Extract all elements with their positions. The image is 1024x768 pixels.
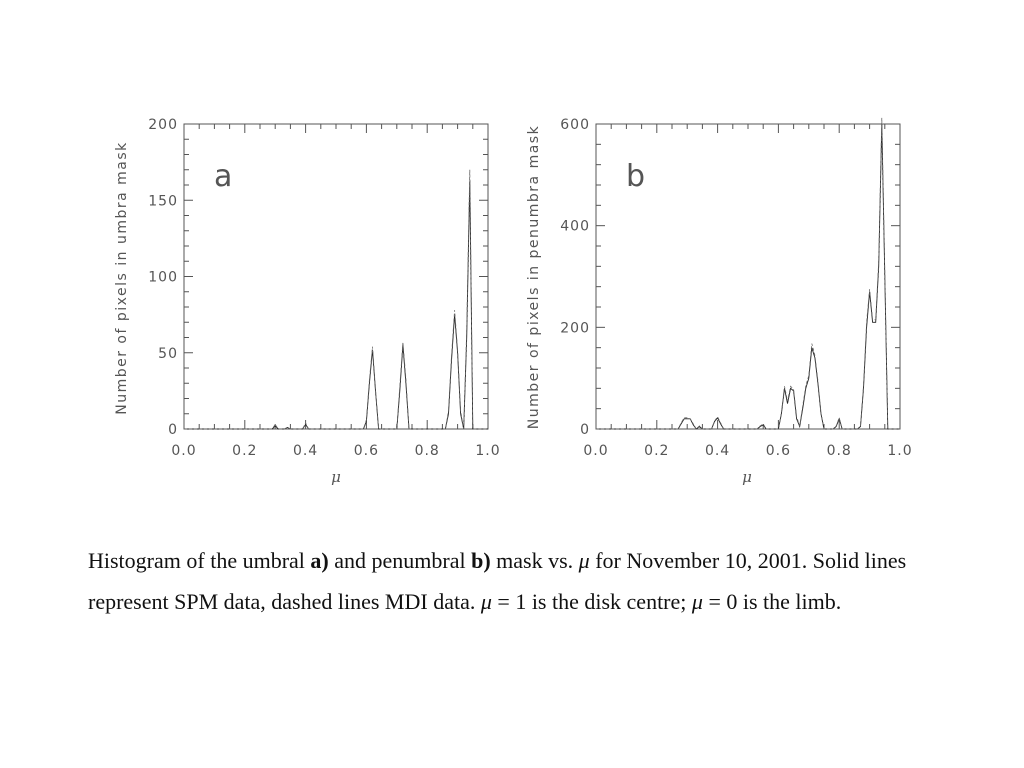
panel-b-y-tick-label: 200	[560, 320, 590, 336]
panel-a-x-tick-label: 0.2	[232, 443, 257, 459]
panel-a-x-axis-title: μ	[331, 468, 341, 486]
caption-text-4: for November 10, 2001. Solid lines repre…	[88, 548, 907, 614]
caption-mu-3: μ	[691, 589, 703, 614]
panel-b-x-tick-label: 1.0	[887, 443, 912, 459]
caption-mu-1: μ	[578, 548, 590, 573]
panel-a-series-solid-line	[184, 180, 488, 430]
panel-b-x-tick-label: 0.2	[644, 443, 669, 459]
panel-b-y-tick-label: 400	[560, 219, 590, 235]
panel-b-y-tick-label: 0	[580, 422, 590, 438]
caption-text-6: = 0 is the limb.	[702, 589, 842, 614]
panel-a-x-tick-label: 0.0	[171, 443, 196, 459]
panel-b-y-tick-label: 600	[560, 117, 590, 133]
caption-label-b: b)	[471, 548, 491, 573]
panel-a-x-tick-label: 1.0	[475, 443, 500, 459]
panel-a-series	[184, 169, 488, 430]
panel-b-x-axis-title: μ	[742, 468, 752, 486]
panel-a-umbra-histogram: a Number of pixels in umbra mask μ 0.0 0.…	[114, 117, 500, 486]
caption-text-5: = 1 is the disk centre;	[491, 589, 692, 614]
panel-a-y-tick-label: 50	[158, 346, 178, 362]
panel-b-x-tick-label: 0.6	[766, 443, 791, 459]
panel-b-y-axis-title: Number of pixels in penumbra mask	[526, 125, 542, 429]
caption-label-a: a)	[310, 548, 329, 573]
panel-b-series	[596, 117, 900, 430]
panel-a-y-tick-label: 100	[148, 270, 178, 286]
panel-a-ticks: 0.0 0.2 0.4 0.6 0.8 1.0 0 50 100 150 200	[148, 117, 500, 459]
panel-a-y-axis-title: Number of pixels in umbra mask	[114, 141, 130, 415]
panel-a-y-tick-label: 200	[148, 117, 178, 133]
figure: a Number of pixels in umbra mask μ 0.0 0.…	[114, 117, 912, 486]
panel-a-x-tick-label: 0.6	[354, 443, 379, 459]
panel-b-ticks: 0.0 0.2 0.4 0.6 0.8 1.0 0 200 400 600	[560, 117, 912, 459]
panel-a-letter: a	[214, 159, 232, 194]
panel-b-series-dashed-line	[596, 117, 900, 430]
panel-a-x-tick-label: 0.8	[415, 443, 440, 459]
panel-b-letter: b	[626, 159, 645, 194]
panel-a-y-tick-label: 150	[148, 193, 178, 209]
panel-b-x-tick-label: 0.8	[827, 443, 852, 459]
panel-b-x-tick-label: 0.4	[705, 443, 730, 459]
panel-a-series-dashed-line	[184, 169, 488, 430]
panel-a-y-tick-label: 0	[168, 422, 178, 438]
panel-b-x-tick-label: 0.0	[583, 443, 608, 459]
panel-b-penumbra-histogram: b Number of pixels in penumbra mask μ 0.…	[526, 117, 912, 486]
panel-a-x-tick-label: 0.4	[293, 443, 318, 459]
figure-caption: Histogram of the umbral a) and penumbral…	[88, 540, 938, 622]
caption-text-1: Histogram of the umbral	[88, 548, 311, 573]
caption-mu-2: μ	[480, 589, 492, 614]
caption-text-3: mask vs.	[490, 548, 579, 573]
caption-text-2: and penumbral	[328, 548, 472, 573]
